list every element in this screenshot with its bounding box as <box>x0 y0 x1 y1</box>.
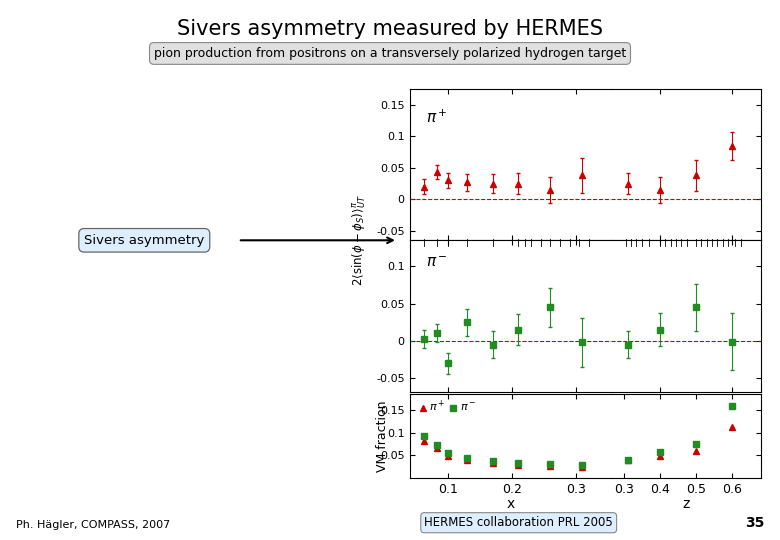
Text: Ph. Hägler, COMPASS, 2007: Ph. Hägler, COMPASS, 2007 <box>16 520 170 530</box>
X-axis label: z: z <box>682 497 690 511</box>
Text: $\pi^-$: $\pi^-$ <box>426 255 448 271</box>
X-axis label: x: x <box>506 497 515 511</box>
Legend: $\pi^+$, $\pi^-$: $\pi^+$, $\pi^-$ <box>417 398 477 416</box>
Text: 35: 35 <box>745 516 764 530</box>
Text: HERMES collaboration PRL 2005: HERMES collaboration PRL 2005 <box>424 516 613 529</box>
Text: $\pi^+$: $\pi^+$ <box>426 109 448 126</box>
Text: $2\langle\sin(\phi - \phi_S)\rangle_{UT}^{\pi}$: $2\langle\sin(\phi - \phi_S)\rangle_{UT}… <box>350 194 367 286</box>
Text: pion production from positrons on a transversely polarized hydrogen target: pion production from positrons on a tran… <box>154 47 626 60</box>
Text: VM fraction: VM fraction <box>376 400 388 472</box>
Text: Sivers asymmetry measured by HERMES: Sivers asymmetry measured by HERMES <box>177 19 603 39</box>
Text: Sivers asymmetry: Sivers asymmetry <box>84 234 204 247</box>
